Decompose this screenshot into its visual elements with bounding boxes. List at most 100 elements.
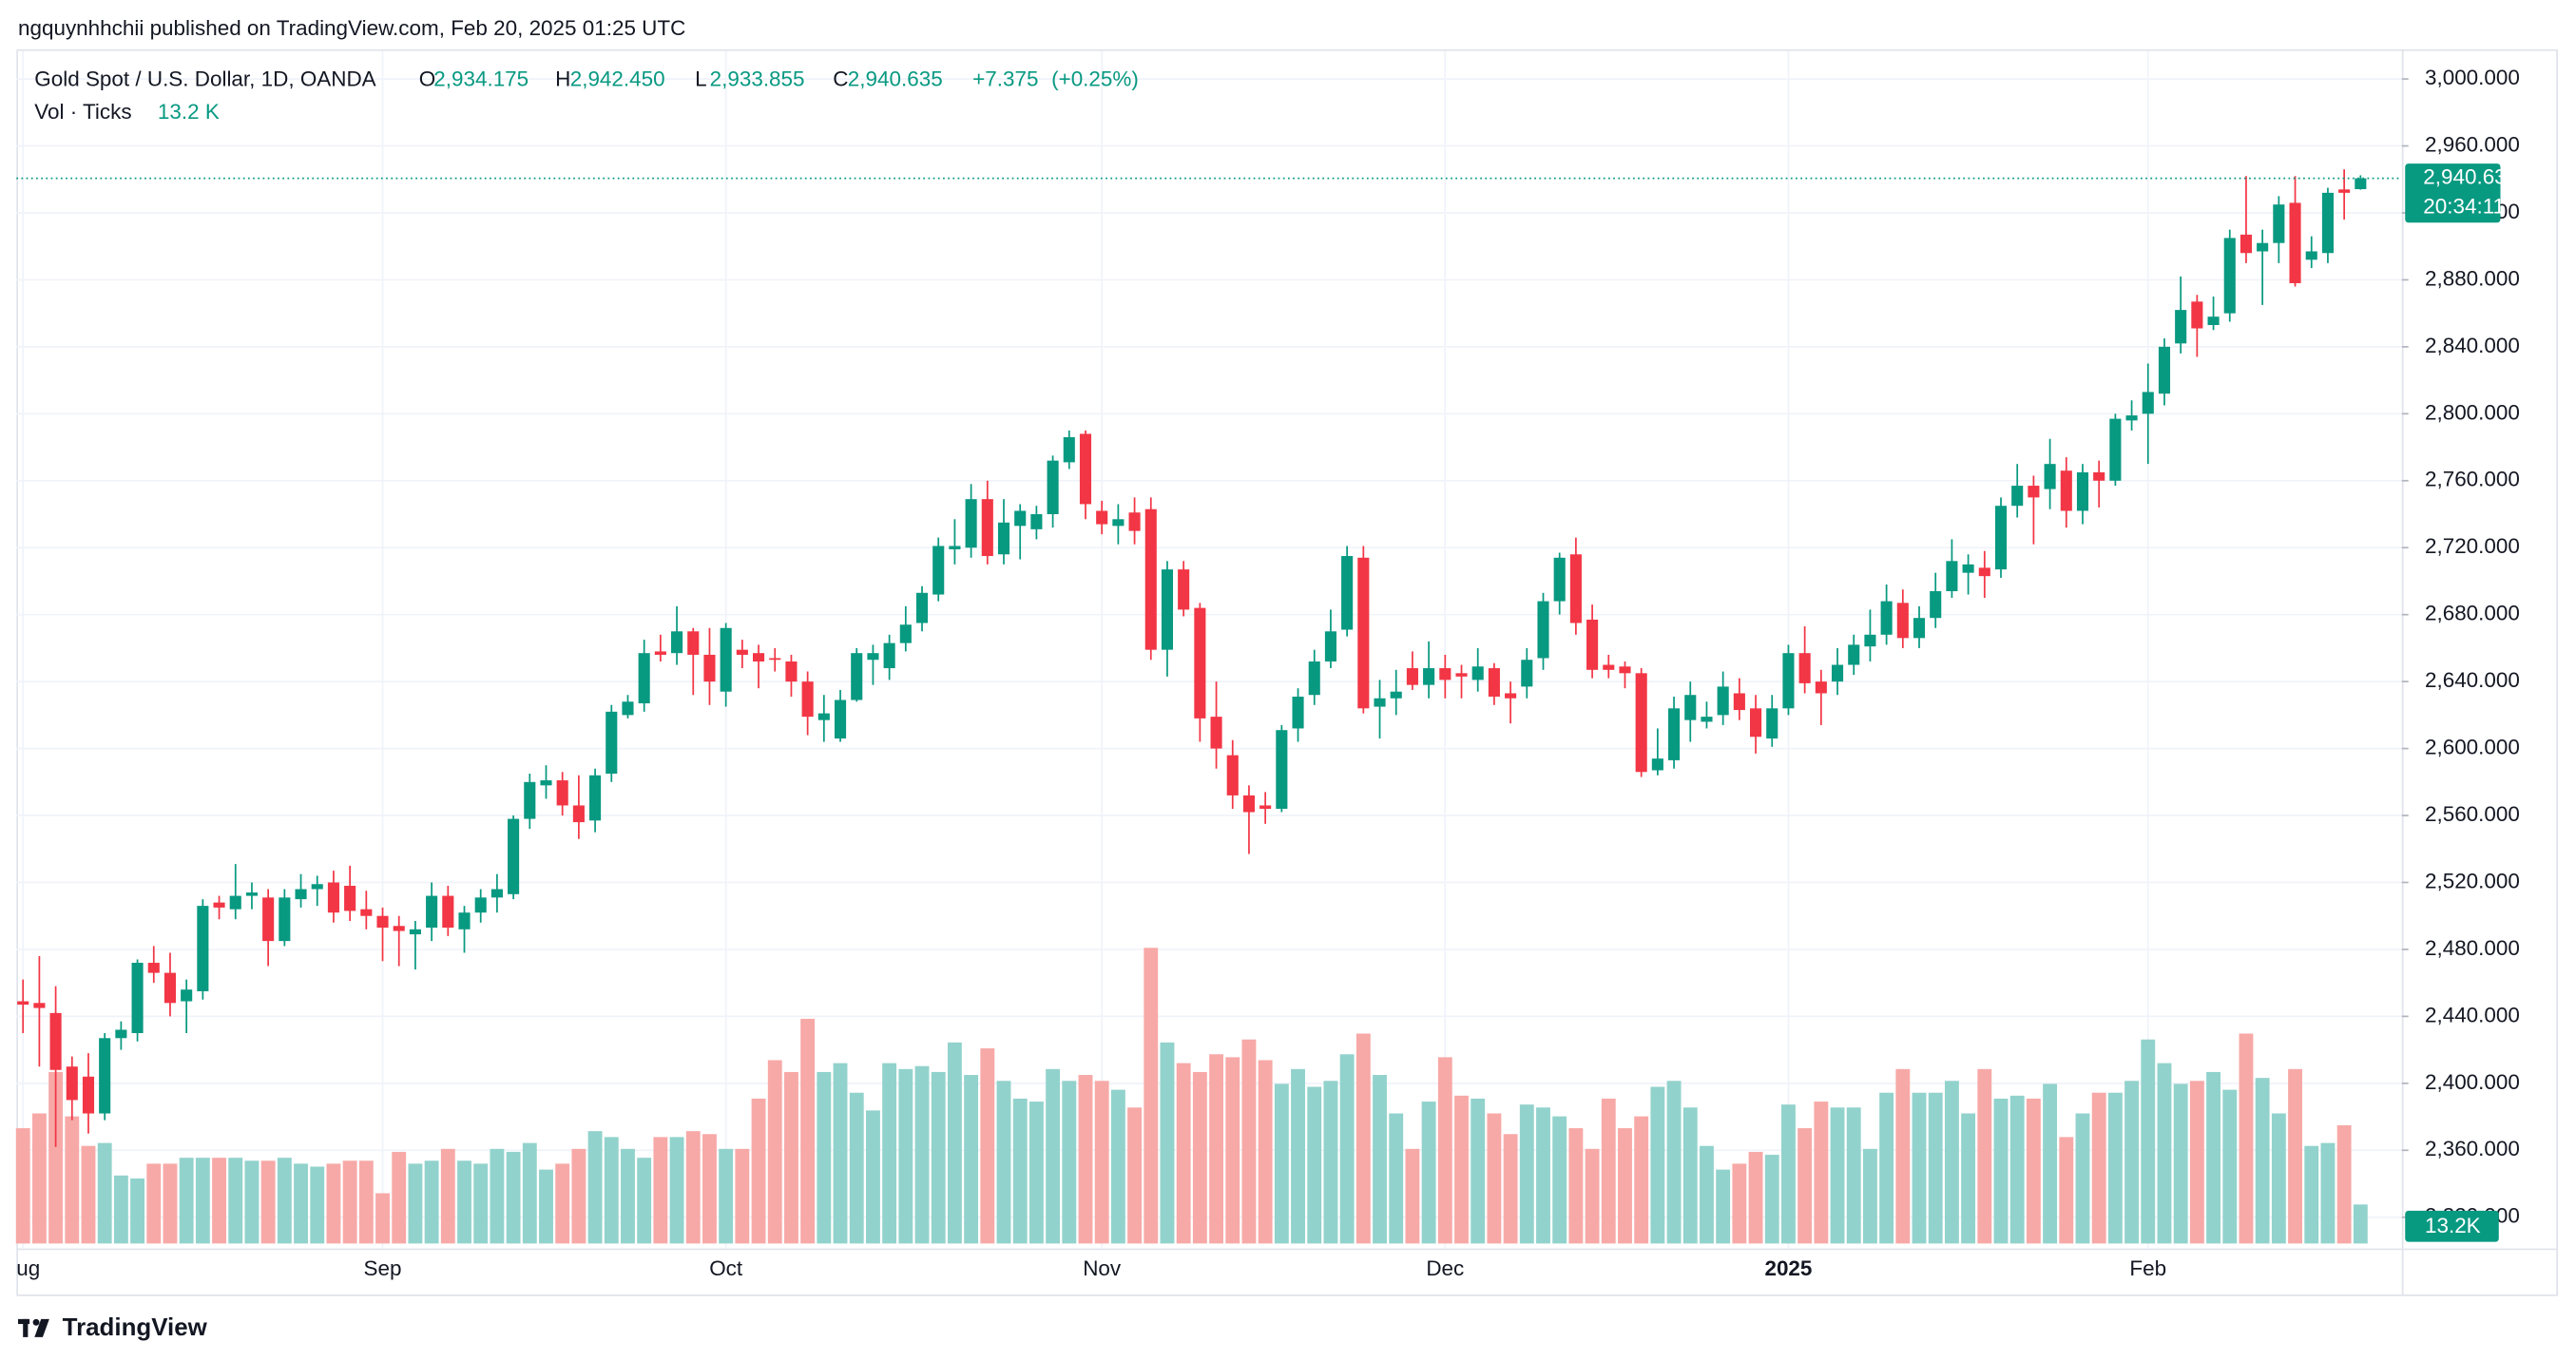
candle-body: [720, 627, 732, 692]
candle-body: [572, 805, 585, 823]
volume-bar: [2124, 1081, 2140, 1244]
candle-body: [1144, 508, 1157, 650]
volume-bar: [2026, 1098, 2041, 1244]
candle-body: [1815, 681, 1827, 694]
volume-bar: [980, 1048, 995, 1244]
volume-bar: [1993, 1098, 2009, 1244]
candle-body: [524, 781, 536, 819]
candle-body: [1880, 601, 1893, 635]
volume-bar: [2189, 1081, 2204, 1244]
candle-body: [49, 1012, 62, 1070]
candle-body: [1635, 673, 1647, 773]
candle-body: [1946, 561, 1958, 592]
candle-body: [1521, 660, 1533, 687]
candle-body: [785, 661, 798, 682]
volume-bar: [653, 1137, 668, 1244]
volume-bar: [228, 1158, 243, 1244]
volume-bar: [669, 1137, 684, 1244]
candle-body: [2158, 346, 2171, 394]
candle-body: [508, 818, 520, 894]
volume-bar: [2288, 1068, 2302, 1244]
volume-bar: [2141, 1039, 2156, 1244]
volume-bar: [1814, 1102, 1829, 1244]
candle-body: [1962, 564, 1974, 573]
candle-body: [245, 892, 258, 896]
volume-bar: [1373, 1075, 1387, 1244]
legend-header: Gold Spot / U.S. Dollar, 1D, OANDA Vol ·…: [34, 67, 1139, 125]
candle-body: [1406, 668, 1418, 685]
x-tick-label: Sep: [364, 1256, 402, 1280]
y-tick-label: 2,760.000: [2425, 468, 2520, 491]
volume-bar: [1094, 1081, 1109, 1244]
volume-bar: [260, 1160, 276, 1244]
volume-bar: [2336, 1124, 2352, 1244]
x-tick-label: ug: [16, 1256, 40, 1280]
volume-bar: [1437, 1057, 1452, 1244]
candle-body: [2273, 204, 2285, 243]
candle-body: [671, 631, 683, 654]
candle-body: [490, 889, 503, 898]
logo-part: [34, 1318, 49, 1337]
candle-body: [1210, 717, 1222, 749]
candle-body: [66, 1066, 78, 1101]
candle-body: [393, 926, 405, 931]
volume-bar: [1078, 1075, 1093, 1244]
volume-bar: [277, 1158, 292, 1244]
volume-bar: [784, 1071, 798, 1244]
axes: 2,320.0002,360.0002,400.0002,440.0002,48…: [16, 66, 2520, 1280]
candle-body: [1259, 805, 1272, 809]
volume-bar: [1781, 1104, 1796, 1244]
candle-body: [2175, 310, 2187, 344]
candle-body: [2125, 415, 2138, 421]
volume-bar: [2206, 1071, 2220, 1244]
y-tick-label: 2,480.000: [2425, 936, 2520, 960]
volume-title: Vol · Ticks: [34, 100, 131, 124]
candle-body: [181, 989, 193, 1002]
candle-body: [1063, 436, 1075, 463]
volume-bar: [800, 1018, 816, 1244]
candle-body: [801, 681, 814, 718]
volume-bar: [539, 1169, 553, 1244]
volume-bar: [15, 1128, 30, 1244]
candle-body: [229, 895, 241, 910]
volume-bar: [326, 1163, 341, 1244]
candle-body: [2355, 178, 2367, 190]
volume-bar: [1716, 1169, 1731, 1244]
candle-body: [2338, 189, 2351, 193]
candle-body: [1390, 691, 1402, 699]
candle-body: [1439, 668, 1451, 680]
last-price-label: 2,940.635: [2423, 165, 2518, 189]
volume-bar: [342, 1160, 357, 1244]
volume-bar: [1764, 1155, 1779, 1244]
chart-frame: [16, 48, 2558, 1296]
candle-body: [1978, 567, 1990, 577]
y-tick-label: 2,840.000: [2425, 334, 2520, 357]
volume-label-box: [2405, 1210, 2499, 1242]
volume-bar: [179, 1158, 194, 1244]
volume-bar: [65, 1116, 80, 1244]
logo-part: [23, 1318, 29, 1337]
volume-bar: [48, 1071, 64, 1244]
x-tick-label: Oct: [709, 1256, 743, 1280]
x-tick-label: Nov: [1083, 1256, 1122, 1280]
volume-bar: [1536, 1107, 1550, 1244]
volume-bar: [2091, 1092, 2106, 1244]
volume-bar: [1732, 1163, 1747, 1244]
candle-body: [687, 631, 700, 655]
candle-body: [1374, 698, 1386, 707]
candle-body: [2060, 470, 2072, 511]
y-tick-label: 2,960.000: [2425, 132, 2520, 156]
volume-bar: [1666, 1081, 1682, 1244]
candle-body: [703, 654, 716, 682]
candle-body: [589, 775, 602, 821]
candle-body: [1537, 601, 1549, 659]
candle-body: [115, 1029, 127, 1039]
candle-body: [1569, 554, 1582, 623]
volume-bar: [310, 1166, 325, 1244]
candle-body: [474, 897, 487, 913]
volume-bar: [1634, 1116, 1649, 1244]
volume-bar: [195, 1158, 210, 1244]
candle-body: [458, 912, 471, 930]
candle-body: [2207, 316, 2220, 325]
volume-bar: [1028, 1102, 1044, 1244]
